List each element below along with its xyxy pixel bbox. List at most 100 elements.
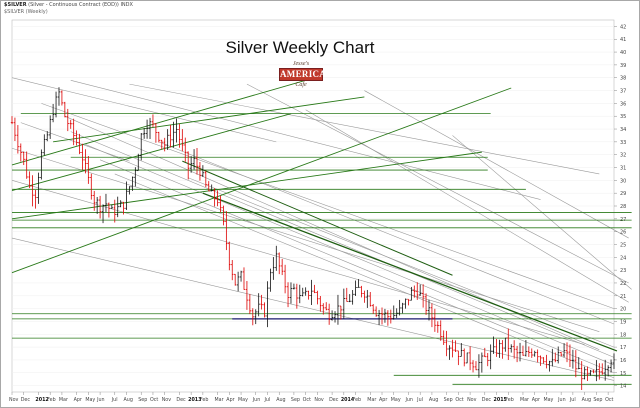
x-tick-label: Dec — [482, 397, 492, 403]
x-tick-label: Dec — [176, 397, 186, 403]
x-tick-label: Nov — [314, 397, 324, 403]
plot-area — [11, 19, 615, 393]
x-tick-label: Feb — [353, 397, 362, 403]
down-channel-line — [11, 180, 585, 345]
x-tick-label: Aug — [429, 397, 438, 403]
x-tick-label: Oct — [455, 397, 463, 403]
x-tick-label: Jun — [252, 397, 260, 403]
x-tick-label: Jul — [569, 397, 576, 403]
x-tick-label: May — [391, 397, 401, 403]
y-tick-label: 29 — [620, 191, 626, 197]
x-tick-label: May — [238, 397, 248, 403]
down-channel-line — [85, 144, 615, 366]
y-tick-label: 38 — [620, 76, 626, 82]
down-channel-line — [11, 77, 277, 143]
x-tick-label: Apr — [532, 397, 540, 403]
y-tick-label: 14 — [620, 384, 626, 390]
x-tick-label: May — [543, 397, 553, 403]
y-tick-label: 24 — [620, 255, 626, 261]
y-tick-label: 37 — [620, 89, 626, 95]
x-tick-label: Nov — [9, 397, 19, 403]
y-tick-label: 20 — [620, 307, 626, 313]
symbol-label: $SILVER — [4, 2, 27, 8]
y-tick-label: 17 — [620, 345, 626, 351]
x-tick-label: Sep — [138, 397, 147, 403]
x-tick-label: 2014 — [341, 397, 355, 403]
y-tick-label: 40 — [620, 50, 626, 56]
x-tick-label: Mar — [59, 397, 68, 403]
x-tick-label: Apr — [379, 397, 387, 403]
x-tick-label: Apr — [226, 397, 234, 403]
chart-title: Silver Weekly Chart — [225, 38, 375, 57]
down-channel-line — [246, 83, 629, 284]
y-tick-label: 31 — [620, 166, 626, 172]
x-tick-label: May — [85, 397, 95, 403]
x-tick-label: Nov — [467, 397, 477, 403]
logo: Jesse's AMERICAIN Cafe — [278, 60, 337, 100]
price-bars — [10, 87, 616, 390]
x-tick-label: Jun — [557, 397, 566, 403]
x-tick-label: Oct — [303, 397, 311, 403]
x-tick-label: Feb — [200, 397, 209, 403]
y-tick-label: 25 — [620, 242, 626, 248]
y-tick-label: 30 — [620, 178, 626, 184]
x-tick-label: Feb — [505, 397, 514, 403]
x-tick-label: Aug — [124, 397, 133, 403]
y-tick-label: 35 — [620, 114, 626, 120]
y-tick-label: 28 — [620, 204, 626, 210]
down-channel-line — [305, 109, 629, 303]
x-tick-label: Jul — [416, 397, 423, 403]
y-tick-label: 32 — [620, 153, 626, 159]
x-tick-label: Jun — [96, 397, 105, 403]
y-tick-label: 34 — [620, 127, 626, 133]
x-tick-label: 2012 — [35, 397, 48, 403]
y-tick-label: 26 — [620, 230, 626, 236]
downtrend-line — [182, 160, 453, 276]
y-tick-label: 36 — [620, 101, 626, 107]
symbol-description: (Silver - Continuous Contract (EOD)) IND… — [28, 2, 133, 8]
y-tick-label: 39 — [620, 63, 626, 69]
x-tick-label: 2015 — [494, 397, 507, 403]
logo-line3: Cafe — [295, 82, 307, 88]
x-tick-label: Dec — [329, 397, 339, 403]
x-tick-label: Feb — [47, 397, 56, 403]
trendlines — [11, 77, 632, 385]
x-tick-label: Mar — [520, 397, 529, 403]
down-channel-line — [11, 147, 600, 332]
y-tick-label: 16 — [620, 358, 626, 364]
down-channel-line — [158, 141, 615, 325]
y-tick-label: 42 — [620, 24, 626, 30]
x-tick-label: Nov — [162, 397, 172, 403]
up-channel-line — [53, 96, 365, 143]
down-channel-line — [20, 122, 130, 162]
x-tick-label: Sep — [291, 397, 300, 403]
x-tick-label: 2013 — [188, 397, 201, 403]
down-channel-line — [41, 103, 615, 309]
y-tick-label: 19 — [620, 319, 626, 325]
logo-line2: AMERICAIN — [279, 68, 337, 81]
up-channel-line — [11, 113, 292, 192]
y-tick-label: 22 — [620, 281, 626, 287]
y-tick-label: 27 — [620, 217, 626, 223]
down-channel-line — [99, 159, 615, 374]
y-tick-label: 23 — [620, 268, 626, 274]
x-tick-label: Mar — [215, 397, 224, 403]
y-tick-label: 33 — [620, 140, 626, 146]
down-channel-line — [70, 131, 615, 358]
y-tick-label: 18 — [620, 332, 626, 338]
y-axis: 14 15 16 17 18 19 20 21 22 23 24 25 26 27 28 29 30 31 32 33… — [614, 24, 626, 390]
x-tick-label: Dec — [21, 397, 31, 403]
x-tick-label: Aug — [582, 397, 591, 403]
x-tick-label: Jun — [404, 397, 413, 403]
down-channel-line — [70, 79, 541, 200]
y-tick-label: 41 — [620, 37, 626, 43]
down-channel-line — [364, 90, 629, 239]
up-channel-line — [11, 87, 512, 274]
main-downtrend-line — [202, 192, 618, 352]
x-tick-label: Jul — [111, 397, 118, 403]
down-channel-line — [114, 173, 615, 379]
x-tick-label: Oct — [605, 397, 613, 403]
x-tick-label: Aug — [276, 397, 285, 403]
